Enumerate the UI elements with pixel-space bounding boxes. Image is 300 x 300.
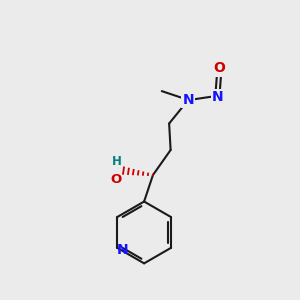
Text: N: N [212,90,224,104]
Text: N: N [117,243,128,257]
Text: O: O [213,61,225,75]
Text: N: N [182,93,194,107]
Text: H: H [112,155,122,168]
Text: O: O [111,173,122,186]
